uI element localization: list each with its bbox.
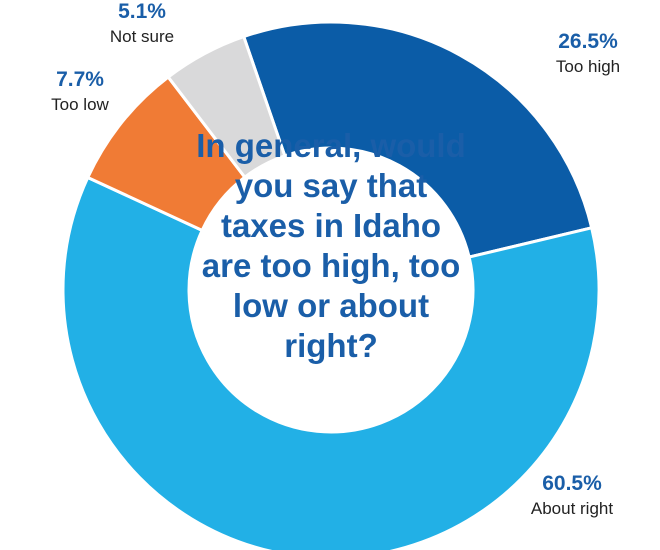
category-label: Too high [556, 57, 620, 76]
value-label: 5.1% [118, 0, 166, 23]
category-label: About right [531, 499, 613, 518]
chart-title: In general, would you say that taxes in … [196, 127, 466, 364]
donut-slice [241, 20, 594, 259]
donut-slice [61, 175, 601, 550]
value-label: 60.5% [542, 472, 602, 495]
category-label: Not sure [110, 27, 174, 46]
value-label: 7.7% [56, 68, 104, 91]
category-label: Too low [51, 95, 109, 114]
value-label: 26.5% [558, 30, 618, 53]
donut-slice [166, 34, 287, 180]
